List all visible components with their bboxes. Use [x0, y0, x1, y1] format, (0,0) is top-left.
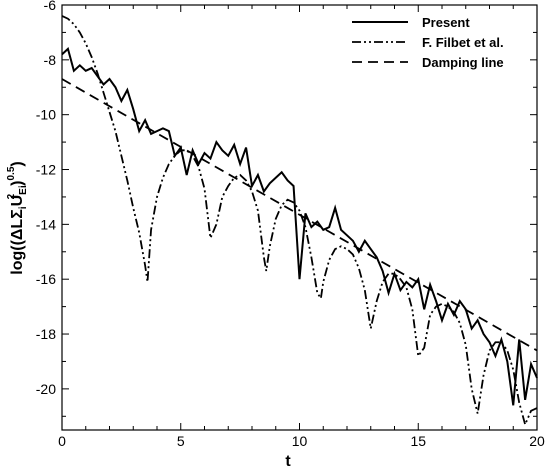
y-tick-label: -16	[36, 271, 56, 287]
legend-label: Present	[422, 15, 470, 30]
y-tick-label: -6	[44, 0, 57, 13]
y-tick-label: -18	[36, 326, 56, 342]
x-tick-label: 10	[292, 433, 308, 449]
series-layer	[61, 15, 538, 428]
y-tick-label: -20	[36, 381, 56, 397]
x-tick-label: 5	[177, 433, 185, 449]
y-tick-label: -10	[36, 107, 56, 123]
x-axis-label: t	[285, 453, 291, 470]
y-tick-label: -14	[36, 216, 56, 232]
x-tick-label: 0	[58, 433, 66, 449]
axis-ticks: 0 5 10 15 20 -20 -18 -16 -14 -12 -10 -8 -6	[36, 0, 545, 449]
x-tick-label: 20	[529, 433, 545, 449]
y-tick-label: -8	[44, 52, 57, 68]
x-tick-label: 15	[410, 433, 426, 449]
legend: Present F. Filbet et al. Damping line	[352, 15, 504, 70]
y-tick-label: -12	[36, 162, 56, 178]
y-axis-label: log((ΔLΣiUEi2)0.5)	[6, 161, 29, 274]
series-line-0	[61, 47, 538, 406]
series-line-1	[61, 15, 538, 428]
legend-label: F. Filbet et al.	[422, 35, 504, 50]
legend-label: Damping line	[422, 55, 504, 70]
svg-text:log((ΔLΣiUEi2)0.5): log((ΔLΣiUEi2)0.5)	[6, 161, 29, 274]
series-line-2	[61, 78, 538, 352]
